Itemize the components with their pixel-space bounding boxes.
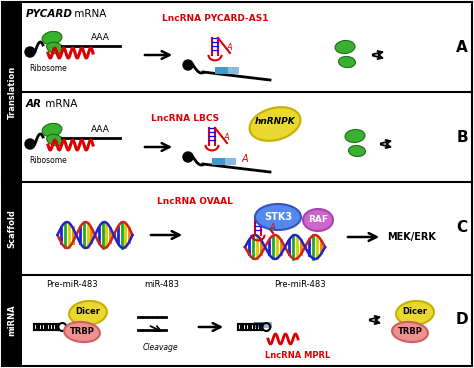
Text: Scaffold: Scaffold xyxy=(8,209,17,248)
Text: TRBP: TRBP xyxy=(398,328,422,336)
Text: A: A xyxy=(223,133,229,142)
Text: Ribosome: Ribosome xyxy=(29,64,67,73)
Text: Ribosome: Ribosome xyxy=(29,156,67,165)
Text: A: A xyxy=(269,223,275,232)
Ellipse shape xyxy=(69,301,107,325)
Text: B: B xyxy=(456,130,468,145)
Bar xyxy=(264,322,272,328)
Text: LncRNA LBCS: LncRNA LBCS xyxy=(151,114,219,123)
Ellipse shape xyxy=(42,123,62,137)
Ellipse shape xyxy=(303,209,333,231)
Ellipse shape xyxy=(46,134,64,146)
Bar xyxy=(2,275,22,366)
Text: RAF: RAF xyxy=(308,216,328,224)
Ellipse shape xyxy=(396,301,434,325)
Ellipse shape xyxy=(46,42,64,54)
Text: Cleavage: Cleavage xyxy=(142,343,178,352)
Bar xyxy=(225,158,236,165)
Text: Dicer: Dicer xyxy=(402,308,428,316)
Text: PYCARD: PYCARD xyxy=(26,9,73,19)
Text: miR-483: miR-483 xyxy=(145,280,180,289)
Bar xyxy=(2,2,22,182)
Text: STK3: STK3 xyxy=(264,212,292,222)
Text: miRNA: miRNA xyxy=(8,305,17,336)
Ellipse shape xyxy=(345,130,365,142)
Text: AAA: AAA xyxy=(91,125,109,134)
Bar xyxy=(215,67,228,74)
Bar xyxy=(2,182,22,275)
Ellipse shape xyxy=(392,322,428,342)
Ellipse shape xyxy=(338,56,356,68)
Text: LncRNA MPRL: LncRNA MPRL xyxy=(265,351,331,360)
Text: TRBP: TRBP xyxy=(70,328,94,336)
Text: LncRNA OVAAL: LncRNA OVAAL xyxy=(157,197,233,206)
Bar xyxy=(212,158,225,165)
Text: C: C xyxy=(456,220,467,236)
Ellipse shape xyxy=(42,31,62,45)
Text: Pre-miR-483: Pre-miR-483 xyxy=(46,280,98,289)
Text: mRNA: mRNA xyxy=(42,99,77,109)
Ellipse shape xyxy=(255,204,301,230)
Text: MEK/ERK: MEK/ERK xyxy=(387,232,436,242)
Circle shape xyxy=(25,47,35,57)
Text: A: A xyxy=(242,154,249,164)
Text: D: D xyxy=(456,312,468,328)
Text: A: A xyxy=(226,43,232,52)
Ellipse shape xyxy=(348,145,365,156)
Text: Dicer: Dicer xyxy=(75,308,100,316)
Text: LncRNA PYCARD-AS1: LncRNA PYCARD-AS1 xyxy=(162,14,268,23)
Ellipse shape xyxy=(249,107,301,141)
Text: Pre-miR-483: Pre-miR-483 xyxy=(274,280,326,289)
Text: AR: AR xyxy=(26,99,42,109)
Text: mRNA: mRNA xyxy=(71,9,106,19)
Text: hnRNPK: hnRNPK xyxy=(255,117,295,127)
Circle shape xyxy=(25,139,35,149)
Bar xyxy=(228,67,239,74)
Text: Translation: Translation xyxy=(8,66,17,118)
Circle shape xyxy=(183,152,193,162)
Circle shape xyxy=(183,60,193,70)
Text: AAA: AAA xyxy=(91,33,109,42)
Ellipse shape xyxy=(335,40,355,53)
Text: A: A xyxy=(456,39,468,54)
Bar xyxy=(254,322,264,328)
Ellipse shape xyxy=(64,322,100,342)
